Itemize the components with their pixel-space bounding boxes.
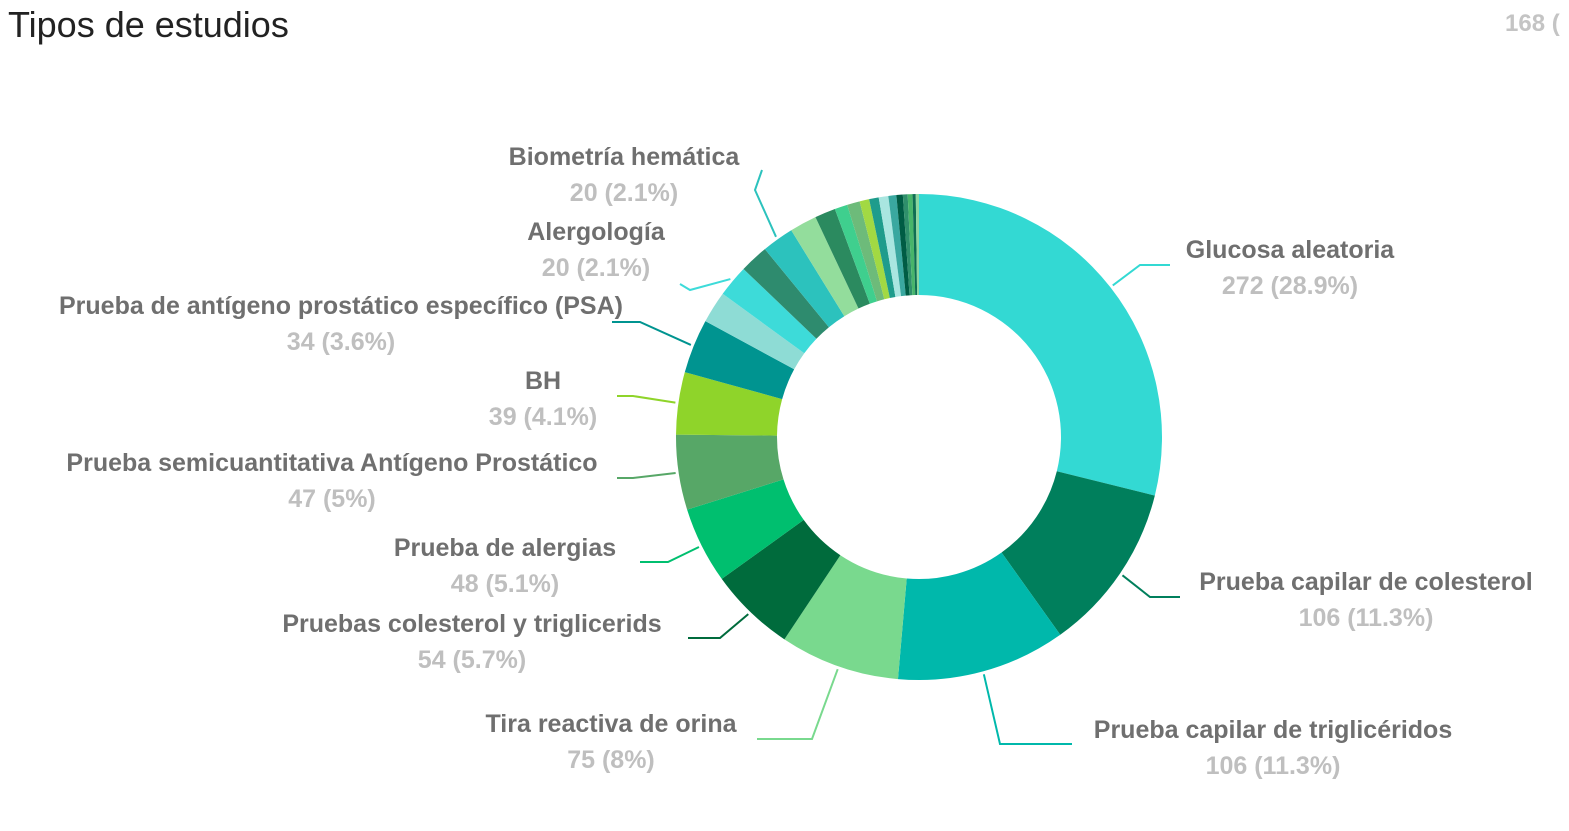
slice-label-value: 106 (11.3%) xyxy=(1299,604,1434,632)
slice-label-name: Prueba capilar de triglicéridos xyxy=(1094,716,1452,744)
leader-line xyxy=(757,669,838,739)
slice-label-value: 47 (5%) xyxy=(288,485,376,513)
slice-label-name: Glucosa aleatoria xyxy=(1186,236,1396,264)
slice-label-value: 272 (28.9%) xyxy=(1222,272,1358,300)
slice-label-name: Prueba semicuantitativa Antígeno Prostát… xyxy=(66,449,597,477)
leader-line xyxy=(640,547,699,562)
slice-label-name: BH xyxy=(525,367,561,395)
leader-line xyxy=(984,674,1072,744)
leader-line xyxy=(1113,265,1170,285)
slice-label-name: Biometría hemática xyxy=(509,143,741,171)
leader-line xyxy=(755,170,776,237)
leader-line xyxy=(612,322,691,345)
leader-line xyxy=(1122,575,1180,597)
slice-label-value: 54 (5.7%) xyxy=(418,646,526,674)
slice-label-value: 39 (4.1%) xyxy=(489,403,597,431)
slice-label-name: Pruebas colesterol y triglicerids xyxy=(282,610,661,638)
slice-label-name: Prueba de alergias xyxy=(394,534,616,562)
slice-label-value: 20 (2.1%) xyxy=(570,179,678,207)
slice-label-name: Tira reactiva de orina xyxy=(485,710,737,738)
leader-line xyxy=(617,396,675,403)
slice-label-name: Prueba de antígeno prostático específico… xyxy=(59,292,623,320)
leader-line xyxy=(617,473,676,478)
slice-label-value: 106 (11.3%) xyxy=(1206,752,1341,780)
donut-slice[interactable] xyxy=(919,194,1162,496)
slice-label-value: 48 (5.1%) xyxy=(451,570,559,598)
slice-label-name: Alergología xyxy=(527,218,666,246)
donut-slices xyxy=(676,194,1162,680)
leader-line xyxy=(688,614,748,638)
leader-line xyxy=(680,279,730,290)
slice-label-value: 20 (2.1%) xyxy=(542,254,650,282)
slice-label-name: Prueba capilar de colesterol xyxy=(1199,568,1532,596)
slice-label-value: 34 (3.6%) xyxy=(287,328,395,356)
slice-label-value: 75 (8%) xyxy=(567,746,655,774)
